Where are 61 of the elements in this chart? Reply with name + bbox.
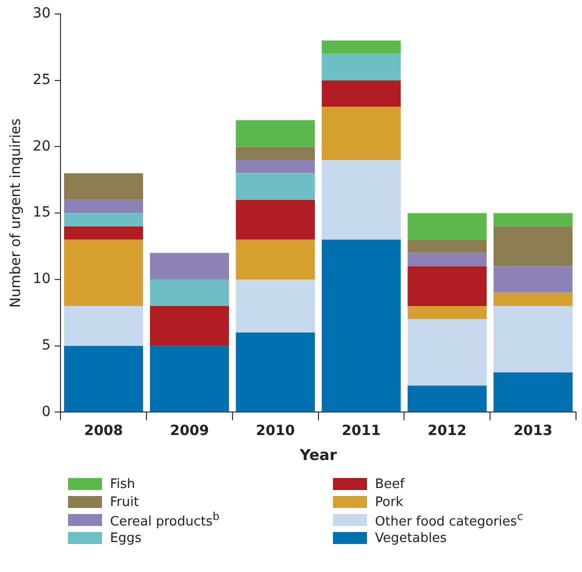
legend-label: Fruit xyxy=(110,494,139,510)
bar xyxy=(322,40,401,54)
bar xyxy=(494,372,573,412)
bar xyxy=(408,240,487,253)
x-tick-label: 2013 xyxy=(514,423,553,440)
x-tick-label: 2012 xyxy=(428,423,467,440)
bar xyxy=(408,213,487,240)
bar xyxy=(236,240,315,280)
bar xyxy=(64,200,144,214)
y-tick-label: 25 xyxy=(32,72,51,88)
bar xyxy=(494,226,573,266)
y-tick-label: 30 xyxy=(32,6,51,22)
x-tick-label: 2010 xyxy=(256,423,296,440)
bar xyxy=(322,160,401,240)
bar xyxy=(64,306,144,346)
bar xyxy=(150,252,229,280)
legend-label: Pork xyxy=(375,494,404,510)
bar xyxy=(64,346,144,412)
bar xyxy=(408,266,487,306)
bar xyxy=(64,213,144,226)
bar xyxy=(64,240,144,306)
bar xyxy=(236,200,315,240)
bar xyxy=(236,120,315,147)
bar xyxy=(236,279,315,333)
bar xyxy=(150,346,229,412)
bar xyxy=(236,146,315,160)
x-axis-title: Year xyxy=(298,446,338,464)
bar xyxy=(322,240,401,412)
bar xyxy=(494,266,573,293)
legend-label: Beef xyxy=(375,476,404,492)
bar xyxy=(494,292,573,306)
legend-label: Other food categories$^{c}$ xyxy=(375,510,524,530)
bar xyxy=(64,173,144,200)
legend-label: Fish xyxy=(110,476,136,492)
bar xyxy=(408,306,487,320)
y-axis-title: Number of urgent inquiries xyxy=(8,118,24,308)
bar xyxy=(494,306,573,372)
bar xyxy=(322,54,401,80)
legend-label: Vegetables xyxy=(375,530,447,546)
bar xyxy=(64,226,144,240)
bar xyxy=(150,306,229,346)
bar xyxy=(408,386,487,412)
bar xyxy=(150,279,229,306)
bar xyxy=(322,80,401,107)
y-tick-label: 10 xyxy=(32,271,51,288)
x-tick-label: 2008 xyxy=(84,423,124,440)
legend-label: Cereal products$^{b}$ xyxy=(110,510,220,530)
bar xyxy=(408,252,487,266)
y-tick-label: 20 xyxy=(32,138,51,154)
legend-label: Eggs xyxy=(110,530,142,546)
bar xyxy=(236,173,315,200)
bar xyxy=(494,213,573,226)
x-tick-label: 2011 xyxy=(342,423,381,440)
y-tick-label: 15 xyxy=(32,204,51,221)
bar xyxy=(322,106,401,160)
bar xyxy=(236,160,315,174)
y-tick-label: 0 xyxy=(42,404,51,420)
x-tick-label: 2009 xyxy=(170,423,209,440)
bar xyxy=(408,319,487,386)
bar xyxy=(236,332,315,412)
y-tick-label: 5 xyxy=(42,337,51,354)
